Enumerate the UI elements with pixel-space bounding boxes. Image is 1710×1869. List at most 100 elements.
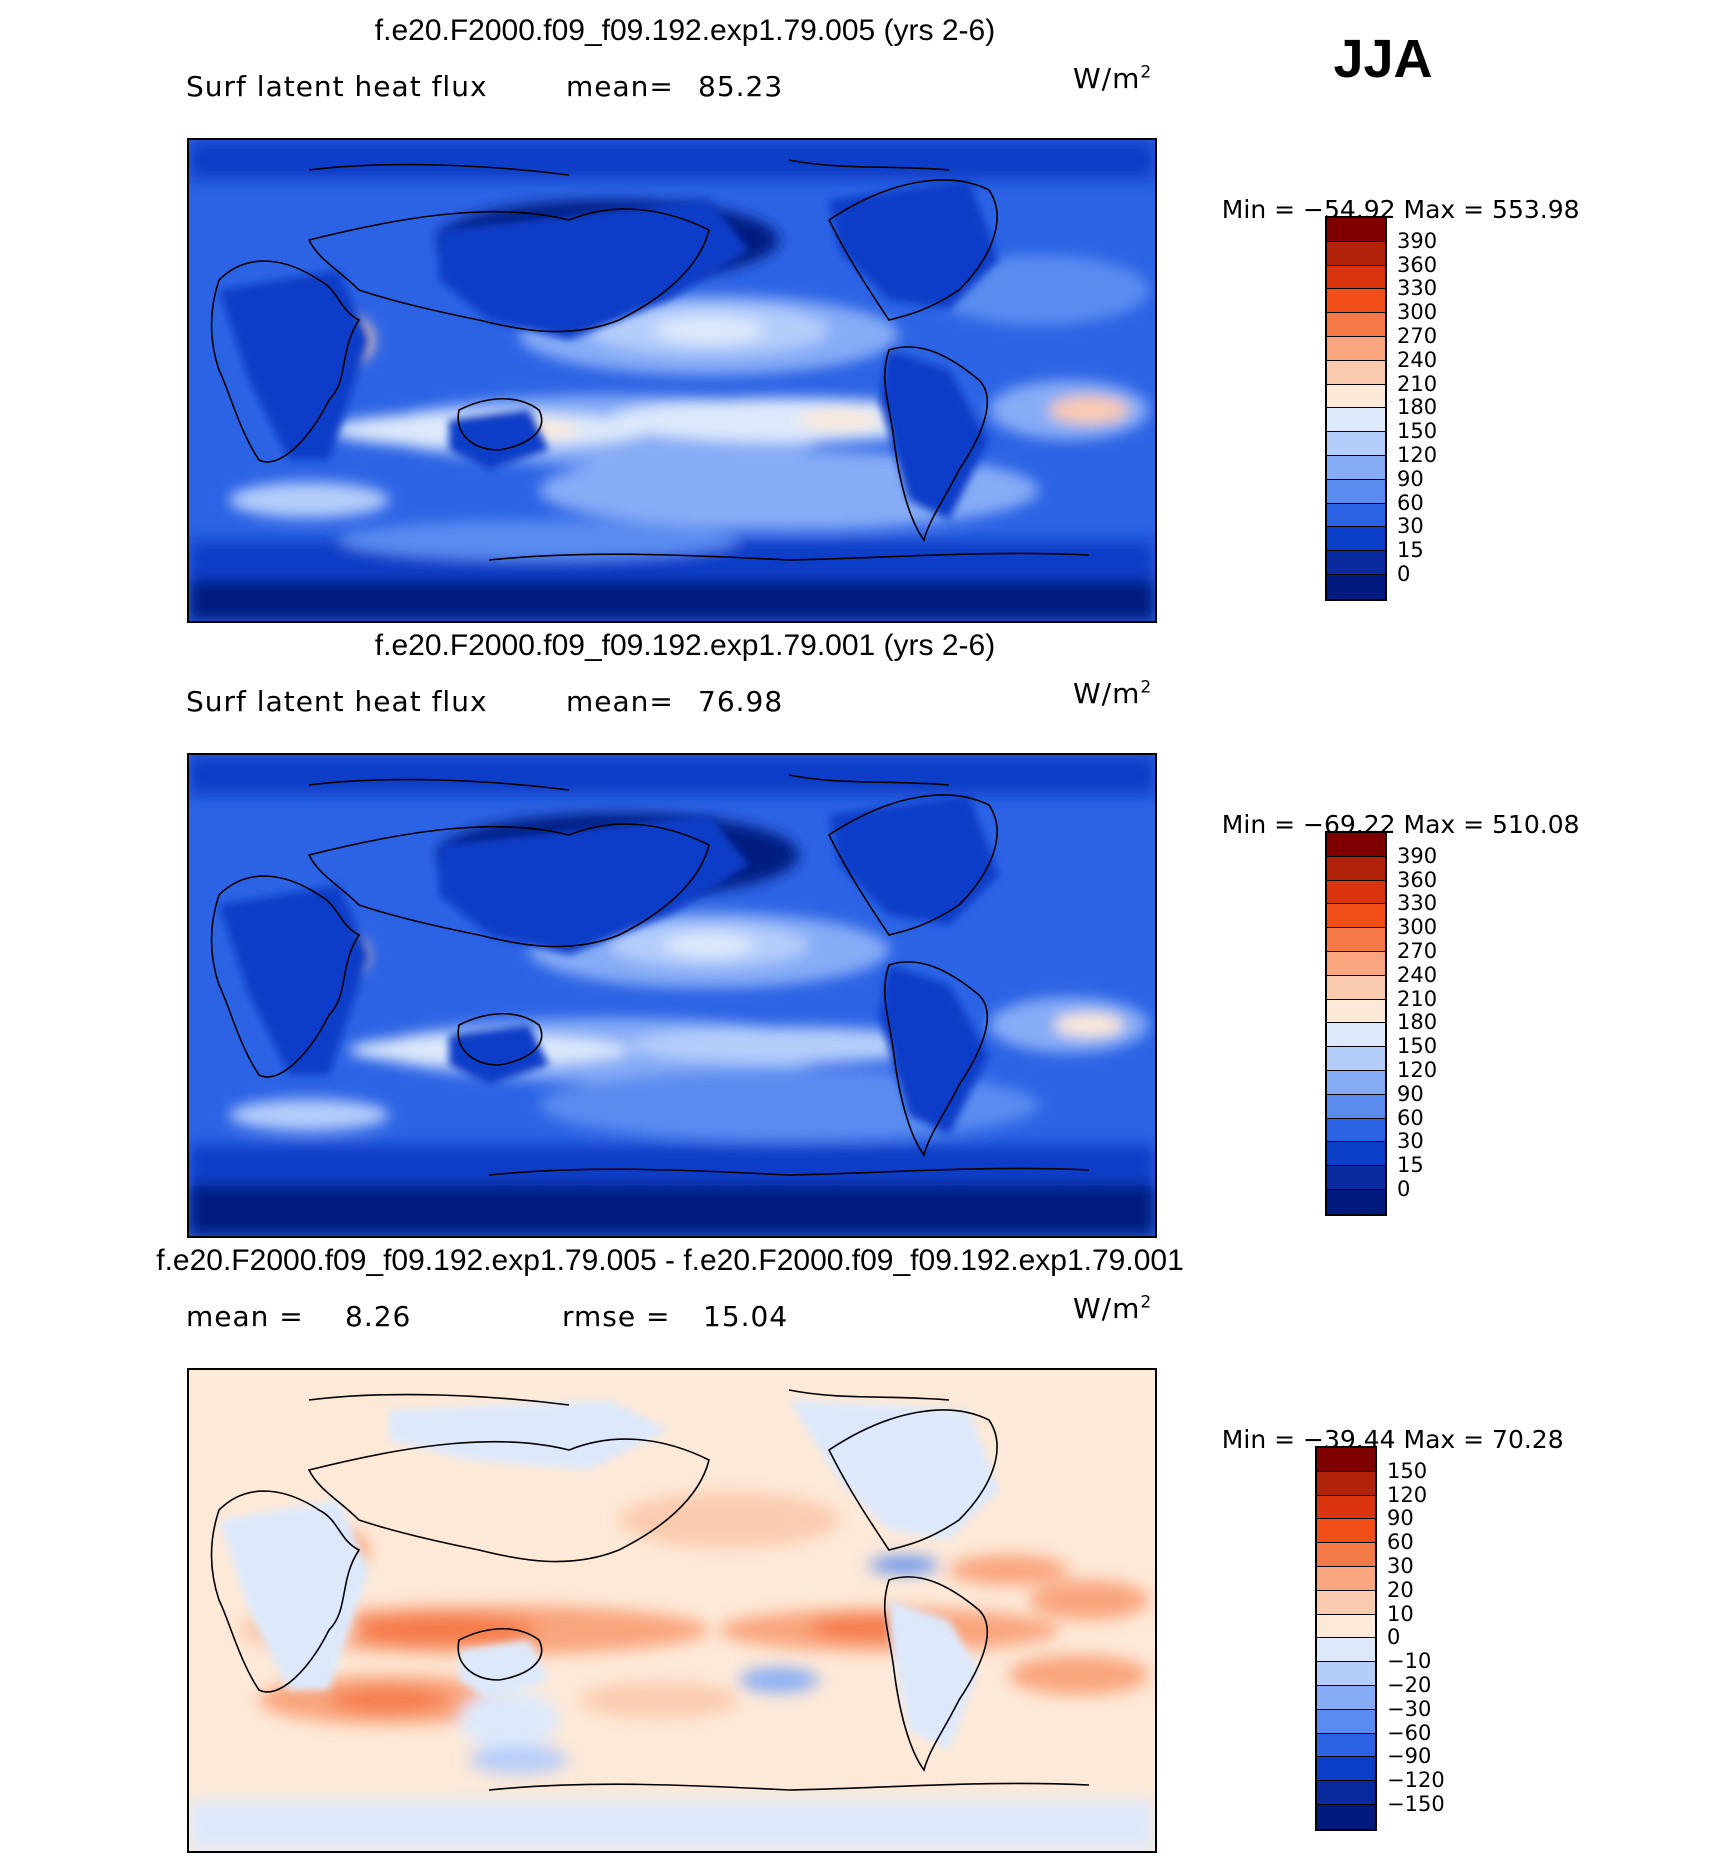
panel-case: f.e20.F2000.f09_f09.192.exp1.79.005 (yrs… bbox=[0, 14, 1710, 634]
colorbar-label: 330 bbox=[1397, 891, 1438, 916]
colorbar-label: 60 bbox=[1397, 490, 1424, 515]
colorbar-swatch bbox=[1327, 574, 1385, 599]
colorbar-label: −10 bbox=[1387, 1649, 1432, 1674]
map-svg bbox=[189, 755, 1155, 1236]
colorbar-swatch bbox=[1317, 1662, 1375, 1686]
colorbar-swatch bbox=[1317, 1757, 1375, 1782]
panel-difference: f.e20.F2000.f09_f09.192.exp1.79.005 - f.… bbox=[0, 1244, 1710, 1864]
coastlines bbox=[210, 159, 1090, 561]
colorbar-label: 120 bbox=[1387, 1482, 1428, 1507]
colorbar-label: 0 bbox=[1397, 1177, 1411, 1201]
variable-label: Surf latent heat flux bbox=[186, 70, 488, 103]
colorbar-swatch bbox=[1327, 856, 1385, 881]
colorbar-label: 270 bbox=[1397, 939, 1438, 963]
colorbar-label: 360 bbox=[1397, 252, 1438, 277]
colorbar-label: −30 bbox=[1387, 1696, 1432, 1721]
units-label: W/m2 bbox=[1073, 62, 1153, 95]
colorbar-swatch bbox=[1327, 1189, 1385, 1214]
colorbar-swatch bbox=[1327, 479, 1385, 504]
colorbar-label: 90 bbox=[1397, 466, 1424, 491]
colorbar-swatch bbox=[1327, 455, 1385, 480]
colorbar-swatch bbox=[1327, 336, 1385, 361]
colorbar-swatch bbox=[1327, 289, 1385, 314]
colorbar-label: 240 bbox=[1397, 962, 1438, 987]
colorbar-swatch bbox=[1327, 1023, 1385, 1048]
colorbar-swatch bbox=[1327, 928, 1385, 952]
colorbar-label: 60 bbox=[1387, 1530, 1414, 1555]
colorbar-swatches bbox=[1325, 216, 1387, 601]
panel-title: f.e20.F2000.f09_f09.192.exp1.79.001 (yrs… bbox=[374, 629, 996, 662]
colorbar-swatch bbox=[1327, 951, 1385, 976]
colorbar-label: 390 bbox=[1397, 228, 1438, 253]
colorbar-label: 150 bbox=[1387, 1458, 1428, 1483]
coastlines bbox=[210, 774, 1090, 1176]
colorbar-label: 120 bbox=[1397, 1058, 1438, 1082]
map-svg bbox=[189, 140, 1155, 621]
colorbar-swatch bbox=[1317, 1519, 1375, 1544]
colorbar-label: 30 bbox=[1397, 514, 1424, 539]
rmse-label: rmse = bbox=[562, 1300, 671, 1333]
colorbar-label: −120 bbox=[1387, 1768, 1445, 1793]
colorbar-swatch bbox=[1317, 1781, 1375, 1805]
colorbar-swatch bbox=[1327, 551, 1385, 575]
colorbar-swatch bbox=[1317, 1685, 1375, 1710]
colorbar-label: 330 bbox=[1397, 276, 1438, 301]
panel-control: f.e20.F2000.f09_f09.192.exp1.79.001 (yrs… bbox=[0, 629, 1710, 1249]
map-svg bbox=[189, 1370, 1155, 1851]
colorbar-swatch bbox=[1327, 880, 1385, 905]
colorbar-swatch bbox=[1317, 1638, 1375, 1663]
colorbar-label: 20 bbox=[1387, 1577, 1414, 1602]
units-label: W/m2 bbox=[1073, 1292, 1153, 1325]
colorbar-label: 300 bbox=[1397, 915, 1438, 940]
colorbar-swatch bbox=[1327, 833, 1385, 857]
coastlines bbox=[210, 1389, 1090, 1791]
colorbar-label: −60 bbox=[1387, 1720, 1432, 1745]
units-label: W/m2 bbox=[1073, 677, 1153, 710]
mean-label: mean= bbox=[566, 70, 674, 103]
contour-map bbox=[187, 753, 1157, 1238]
colorbar-swatch bbox=[1317, 1543, 1375, 1567]
colorbar-label: 240 bbox=[1397, 347, 1438, 372]
rmse-value: 15.04 bbox=[703, 1300, 789, 1333]
colorbar-swatch bbox=[1327, 1070, 1385, 1095]
colorbar-label: 150 bbox=[1397, 1034, 1438, 1059]
colorbar-swatch bbox=[1327, 241, 1385, 266]
colorbar-swatch bbox=[1317, 1709, 1375, 1734]
colorbar-label: 90 bbox=[1387, 1506, 1414, 1531]
colorbar-swatch bbox=[1327, 904, 1385, 929]
mean-value: 85.23 bbox=[698, 70, 784, 103]
colorbar-label: 15 bbox=[1397, 538, 1424, 563]
colorbar-swatch bbox=[1317, 1590, 1375, 1615]
colorbar-swatch bbox=[1327, 503, 1385, 528]
colorbar-label: 210 bbox=[1397, 371, 1438, 396]
colorbar-swatch bbox=[1317, 1471, 1375, 1496]
colorbar-swatch bbox=[1327, 360, 1385, 385]
mean-value: 8.26 bbox=[345, 1300, 412, 1333]
colorbar-label: 10 bbox=[1387, 1601, 1414, 1626]
colorbar-swatch bbox=[1317, 1495, 1375, 1520]
panel-title: f.e20.F2000.f09_f09.192.exp1.79.005 (yrs… bbox=[374, 14, 996, 47]
colorbar-label: 390 bbox=[1397, 843, 1438, 868]
colorbar-swatch bbox=[1327, 1047, 1385, 1071]
colorbar-swatch bbox=[1327, 408, 1385, 433]
colorbar-swatch bbox=[1327, 1118, 1385, 1143]
colorbar-label: 300 bbox=[1397, 300, 1438, 325]
colorbar-swatch bbox=[1317, 1614, 1375, 1639]
colorbar-swatch bbox=[1327, 265, 1385, 290]
colorbar-swatch bbox=[1317, 1448, 1375, 1472]
colorbar-label: 120 bbox=[1397, 443, 1438, 467]
colorbar-swatch bbox=[1317, 1733, 1375, 1758]
colorbar-swatches bbox=[1315, 1446, 1377, 1831]
colorbar-swatch bbox=[1327, 1142, 1385, 1167]
colorbar-label: 60 bbox=[1397, 1105, 1424, 1130]
colorbar-label: −150 bbox=[1387, 1792, 1445, 1816]
colorbar-swatch bbox=[1327, 527, 1385, 552]
mean-value: 76.98 bbox=[698, 685, 784, 718]
colorbar-label: 270 bbox=[1397, 324, 1438, 348]
colorbar-label: 150 bbox=[1397, 419, 1438, 444]
mean-label: mean= bbox=[566, 685, 674, 718]
colorbar-label: 0 bbox=[1387, 1625, 1401, 1650]
colorbar-swatch bbox=[1317, 1566, 1375, 1591]
colorbar-swatches bbox=[1325, 831, 1387, 1216]
colorbar-label: 30 bbox=[1397, 1129, 1424, 1154]
